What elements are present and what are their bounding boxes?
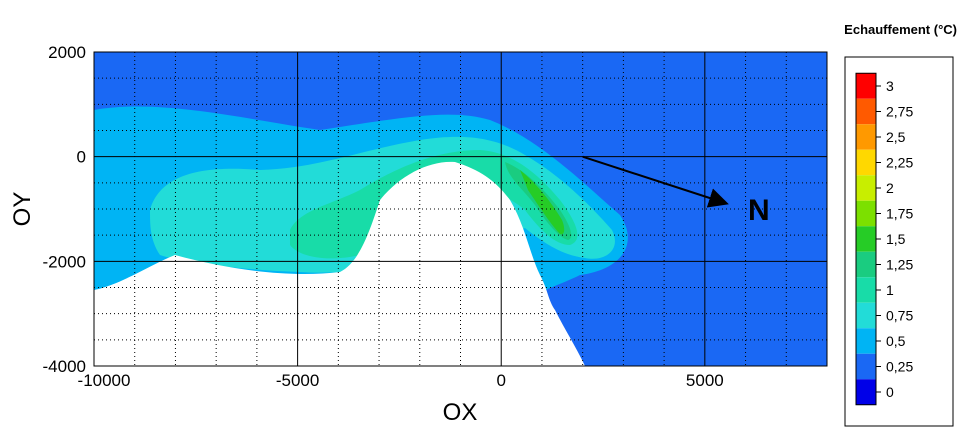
legend-label: 0: [886, 384, 894, 400]
legend-title: Echauffement (°C): [844, 22, 957, 37]
legend-colorbar-frame: [855, 72, 877, 406]
y-tick-label: -2000: [43, 252, 86, 271]
legend-label: 1,75: [886, 206, 913, 222]
legend-swatch: [856, 149, 876, 176]
x-axis: -10000 -5000 0 5000: [78, 371, 724, 390]
y-tick-label: 2000: [48, 43, 86, 62]
legend-label: 1: [886, 282, 894, 298]
legend-swatch: [856, 175, 876, 201]
x-tick-label: 5000: [686, 371, 724, 390]
legend-swatch: [856, 302, 876, 329]
legend-label: 3: [886, 78, 894, 94]
plot-area: [94, 52, 827, 366]
y-axis-title: OY: [9, 192, 36, 227]
legend-swatch: [856, 200, 876, 227]
legend-label: 0,25: [886, 359, 913, 375]
y-axis: 2000 0 -2000 -4000: [43, 43, 86, 376]
legend: 3 2,75 2,5 2,25 2 1,75 1,5 1,25 1 0,75 0,5 0,25 0: [855, 72, 913, 406]
legend-swatch: [856, 73, 876, 99]
north-label: N: [748, 194, 770, 227]
legend-label: 2,25: [886, 155, 913, 171]
contour-1-5-region: [520, 170, 565, 235]
legend-swatch: [856, 124, 876, 150]
legend-swatch: [856, 379, 876, 405]
grid: [94, 52, 827, 366]
legend-label: 2: [886, 180, 894, 196]
legend-swatch: [856, 353, 876, 380]
y-tick-label: -4000: [43, 357, 86, 376]
land-mass: [94, 161, 585, 366]
legend-label: 2,5: [886, 129, 906, 145]
x-tick-label: -5000: [276, 371, 319, 390]
legend-label: 2,75: [886, 104, 913, 120]
north-arrow: [582, 155, 729, 208]
x-axis-title: OX: [443, 399, 478, 426]
legend-label: 0,5: [886, 333, 906, 349]
legend-swatch: [856, 98, 876, 125]
legend-label: 0,75: [886, 308, 913, 324]
legend-label: 1,25: [886, 257, 913, 273]
north-arrow-annotation: N: [582, 155, 770, 227]
legend-swatch: [856, 251, 876, 278]
legend-swatch: [856, 277, 876, 303]
plot-frame: [93, 51, 828, 367]
legend-swatch: [856, 328, 876, 354]
x-tick-label: -10000: [78, 371, 131, 390]
x-tick-label: 0: [496, 371, 505, 390]
y-tick-label: 0: [77, 148, 86, 167]
legend-label: 1,5: [886, 231, 906, 247]
legend-swatch: [856, 226, 876, 252]
